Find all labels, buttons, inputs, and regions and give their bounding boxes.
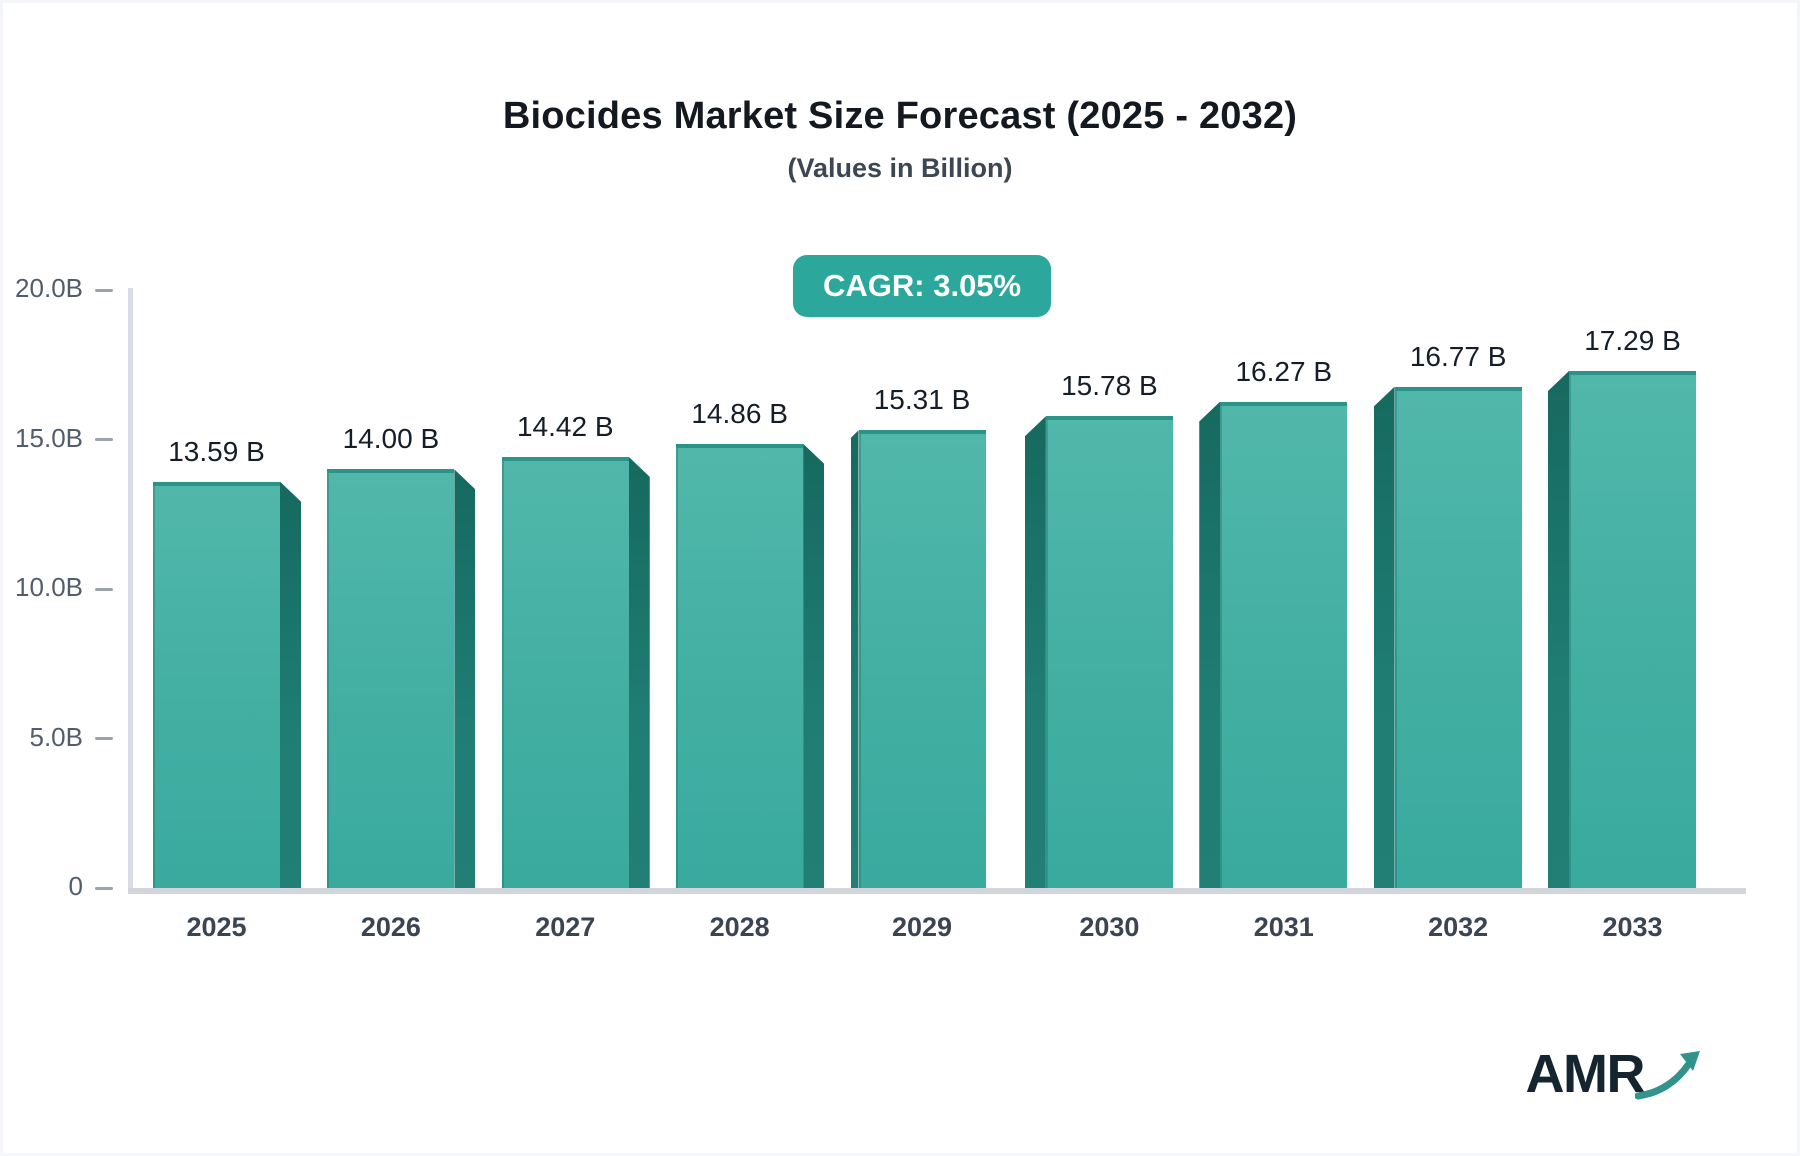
x-axis-label: 2032 (1428, 912, 1489, 942)
bar (1220, 401, 1348, 888)
chart-subtitle: (Values in Billion) (787, 153, 1013, 183)
amr-logo-text: AMR (1525, 1044, 1646, 1104)
bar-group-2033: 17.29 B 2033 (1548, 290, 1696, 942)
x-axis-label: 2030 (1079, 912, 1140, 942)
x-axis-label: 2029 (891, 912, 953, 942)
bar-value-label: 13.59 B (168, 435, 265, 467)
x-axis-label: 2031 (1253, 912, 1314, 942)
bar (501, 456, 629, 888)
bar-3d-side (1024, 416, 1046, 888)
x-axis-label: 2028 (709, 912, 770, 942)
y-tick-label: 0 (68, 871, 83, 901)
plot-area: 13.59 B 2025 14.00 B 2026 14.42 B 2027 14.86 B… (15, 273, 1746, 942)
bar-3d-side (454, 469, 476, 888)
y-tick-mark (95, 737, 113, 740)
bar-group-2030: 15.78 B 2030 (1024, 290, 1173, 942)
bar-group-2029: 15.31 B 2029 (850, 290, 999, 942)
x-axis-label: 2027 (535, 912, 596, 942)
bar-value-label: 17.29 B (1584, 325, 1681, 357)
bar (1394, 386, 1522, 888)
bar (153, 481, 280, 888)
bar-3d-side (1373, 386, 1395, 888)
bar-group-2026: 14.00 B 2026 (327, 290, 476, 942)
y-tick-label: 20.0B (15, 273, 83, 303)
bar-3d-side (628, 456, 650, 888)
y-tick-mark (95, 438, 113, 441)
bar-3d-side (1548, 371, 1569, 888)
cagr-badge: CAGR: 3.05% (793, 255, 1052, 317)
x-axis-label: 2033 (1602, 912, 1663, 942)
bar-group-2031: 16.27 B 2031 (1199, 290, 1348, 942)
bar (1569, 371, 1696, 888)
bar-value-label: 14.00 B (342, 423, 440, 455)
y-tick-label: 5.0B (29, 721, 84, 752)
bar-value-label: 16.27 B (1235, 355, 1333, 387)
bar-3d-side (280, 481, 301, 888)
bar (1045, 416, 1173, 888)
bar-group-2025: 13.59 B 2025 (153, 290, 301, 942)
bar-group-2027: 14.42 B 2027 (501, 290, 650, 942)
bar (327, 469, 455, 888)
growth-arrow-icon (1635, 1049, 1701, 1101)
y-tick-mark (95, 288, 113, 292)
x-axis-baseline (128, 888, 1746, 894)
bar-group-2032: 16.77 B 2032 (1373, 290, 1522, 942)
bar-value-label: 14.42 B (516, 410, 614, 442)
y-tick-mark (95, 587, 113, 591)
y-axis-line (128, 288, 133, 893)
bar-value-label: 14.86 B (691, 397, 788, 429)
bar-value-label: 16.77 B (1409, 340, 1507, 372)
bars-container: 13.59 B 2025 14.00 B 2026 14.42 B 2027 14.86 B… (153, 290, 1696, 942)
bar (676, 443, 804, 888)
bar-3d-side (1199, 401, 1221, 888)
x-axis-label: 2025 (186, 912, 247, 942)
y-tick-mark (95, 886, 113, 890)
chart-title: Biocides Market Size Forecast (2025 - 20… (502, 95, 1298, 137)
bar-3d-side (850, 430, 859, 888)
bar-3d-side (803, 443, 825, 888)
bar (858, 430, 986, 888)
amr-logo: AMR (1526, 1047, 1701, 1101)
bar-group-2028: 14.86 B 2028 (676, 290, 825, 942)
bar-value-label: 15.78 B (1061, 370, 1158, 402)
y-tick-label: 15.0B (15, 422, 83, 453)
x-axis-label: 2026 (360, 912, 421, 942)
bar-value-label: 15.31 B (873, 384, 971, 416)
y-tick-label: 10.0B (15, 572, 83, 602)
